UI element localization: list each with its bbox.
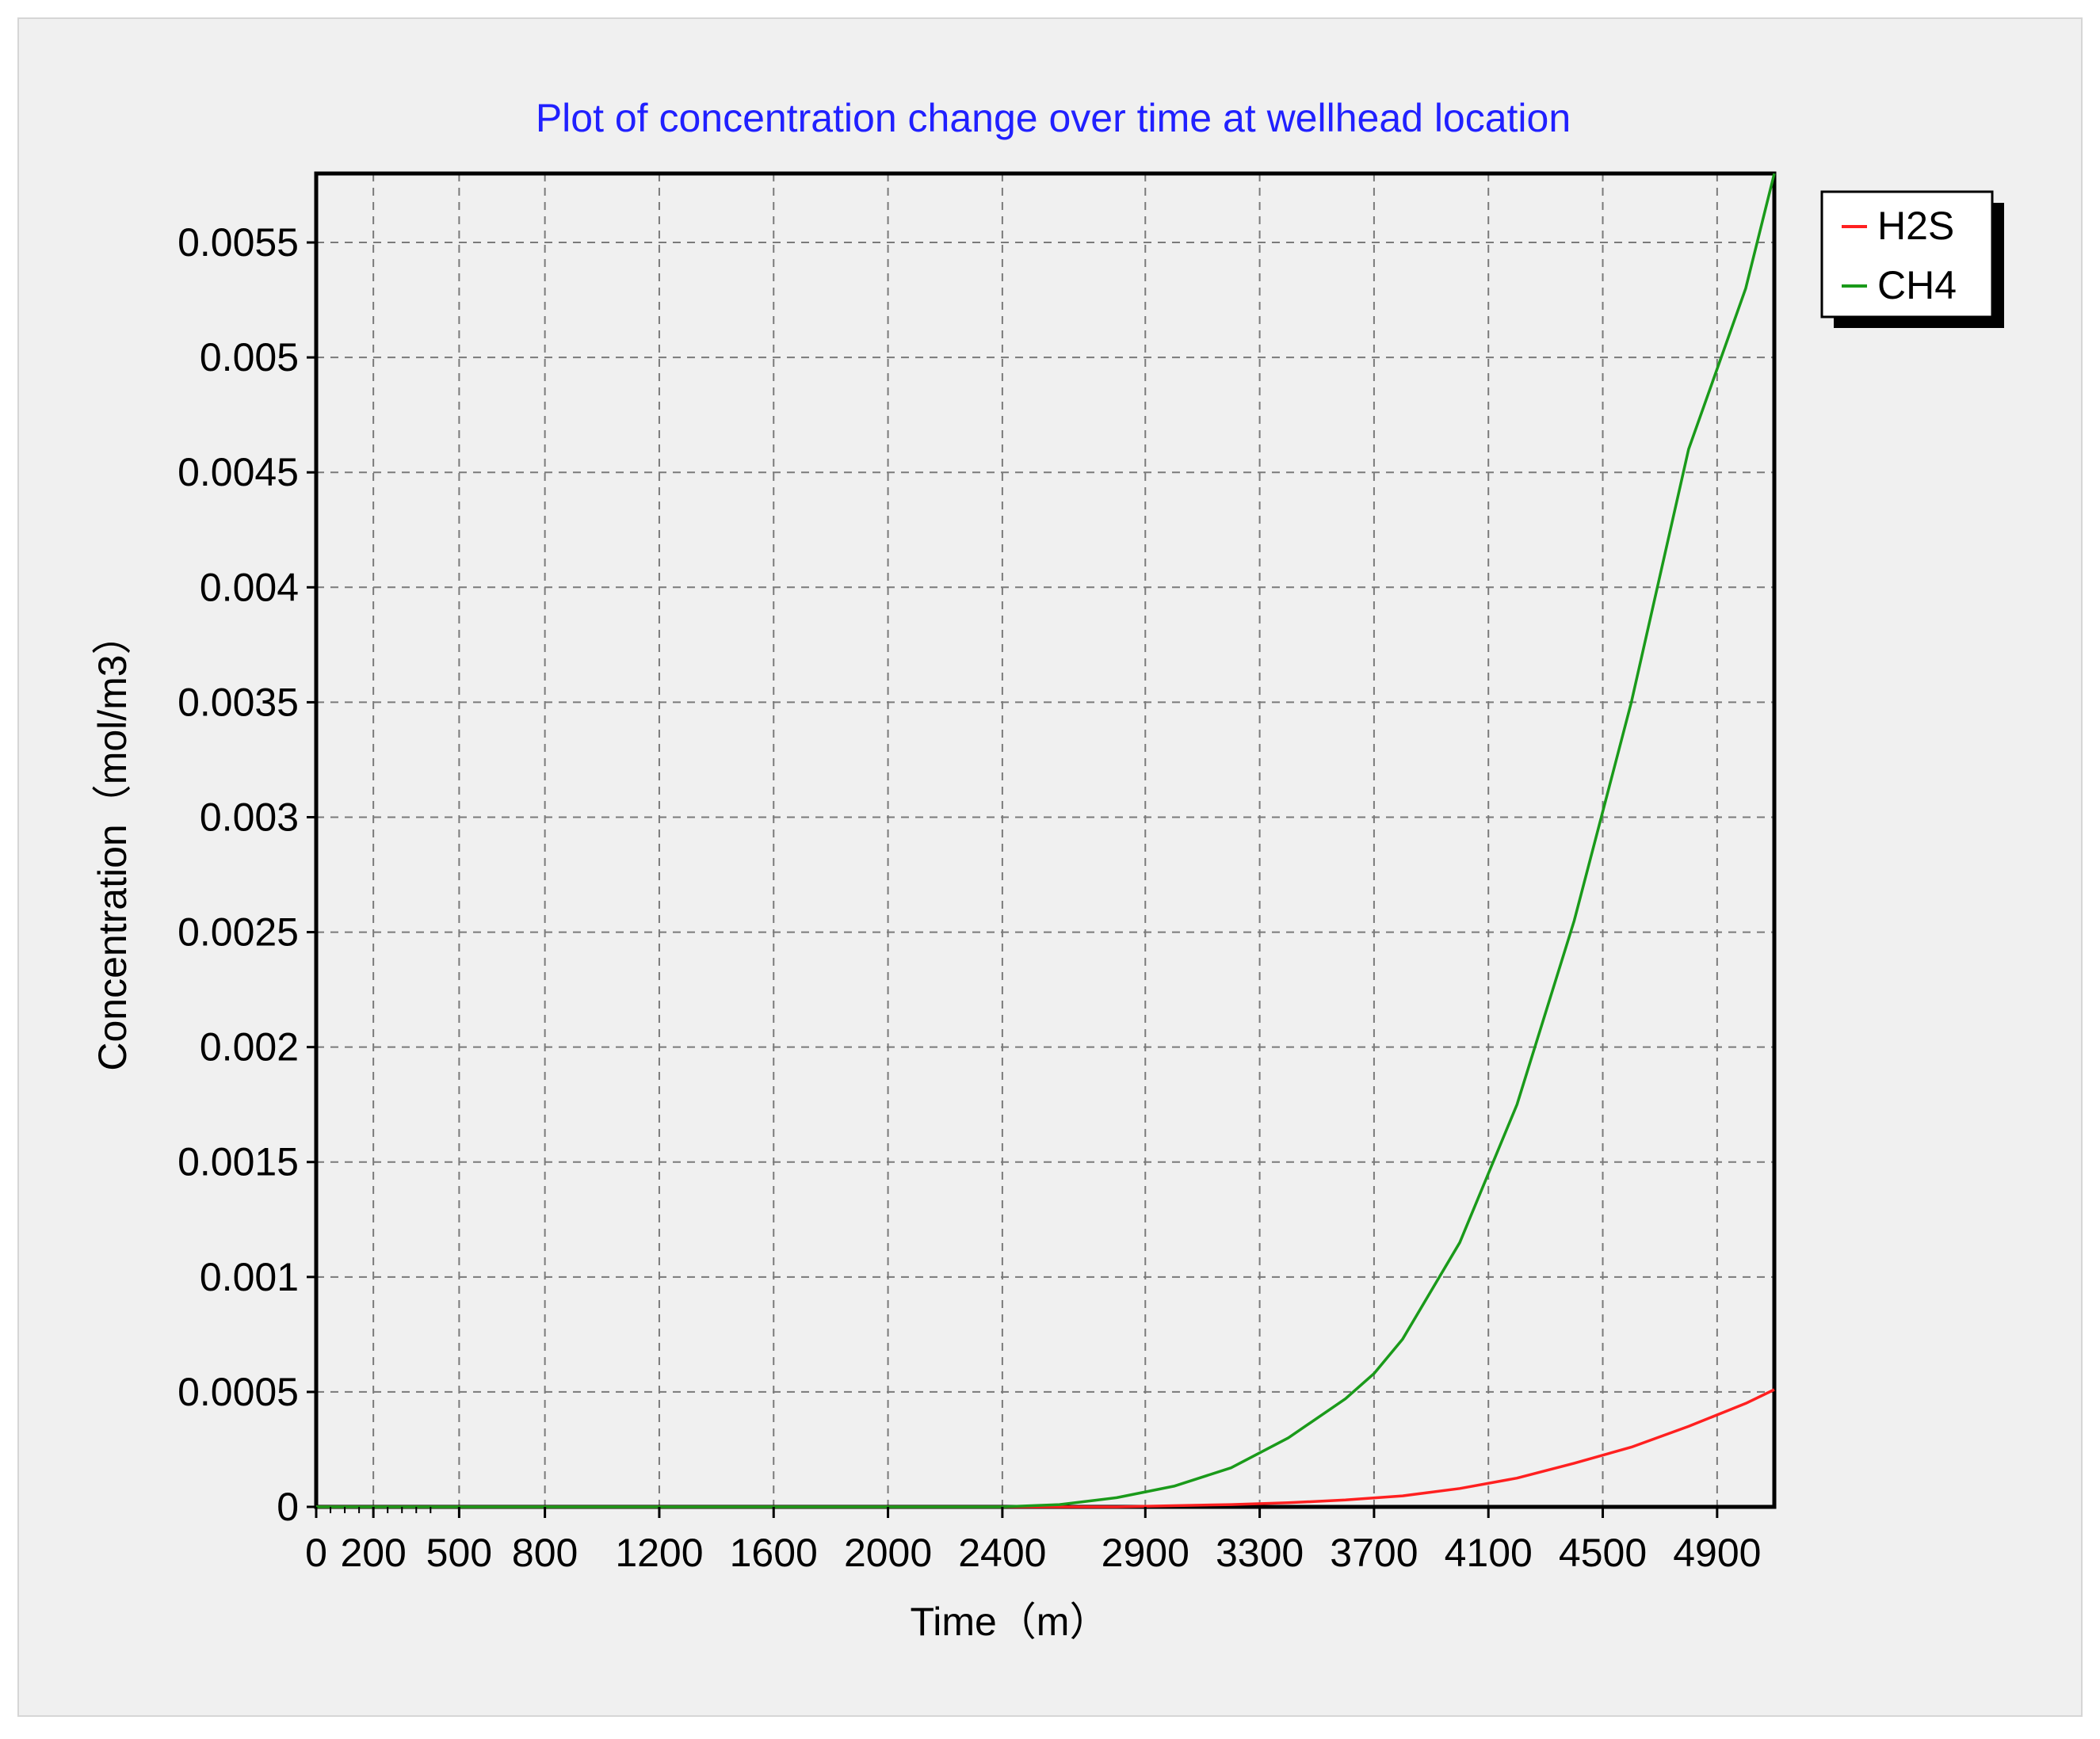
x-tick-label: 1600 [730, 1531, 818, 1575]
x-tick-label: 800 [512, 1531, 578, 1575]
x-tick-label: 1200 [615, 1531, 703, 1575]
x-tick-label: 2000 [844, 1531, 932, 1575]
y-tick-label: 0.0005 [178, 1370, 299, 1414]
chart-title: Plot of concentration change over time a… [536, 96, 1571, 140]
y-tick-label: 0.0045 [178, 450, 299, 494]
x-axis: 0 200 500 800 1200 1600 2000 2400 2900 3300 3700 41… [305, 1507, 1761, 1575]
x-axis-label: Time（m） [911, 1600, 1109, 1644]
legend-label-ch4: CH4 [1877, 263, 1957, 307]
chart-frame: Plot of concentration change over time a… [17, 17, 2083, 1717]
y-axis: 0 0.0005 0.001 0.0015 0.002 0.0025 0.003 0.0035… [178, 220, 316, 1529]
chart-canvas: Plot of concentration change over time a… [90, 96, 2004, 1644]
x-tick-label: 2900 [1102, 1531, 1189, 1575]
y-tick-label: 0.004 [200, 565, 299, 609]
y-axis-label: Concentration（mol/m3） [90, 615, 135, 1070]
x-tick-label: 4500 [1559, 1531, 1647, 1575]
x-tick-label: 4100 [1445, 1531, 1533, 1575]
grid [316, 174, 1774, 1507]
x-tick-label: 500 [426, 1531, 492, 1575]
y-tick-label: 0.0035 [178, 680, 299, 724]
y-tick-label: 0.005 [200, 335, 299, 379]
x-tick-label: 3700 [1330, 1531, 1418, 1575]
y-tick-label: 0.0055 [178, 220, 299, 265]
y-tick-label: 0.0025 [178, 910, 299, 955]
x-tick-label: 0 [305, 1531, 327, 1575]
x-tick-label: 4900 [1673, 1531, 1761, 1575]
x-tick-label: 3300 [1216, 1531, 1304, 1575]
y-tick-label: 0.0015 [178, 1140, 299, 1184]
y-tick-label: 0.001 [200, 1255, 299, 1299]
y-tick-label: 0.002 [200, 1025, 299, 1070]
y-tick-label: 0 [277, 1485, 299, 1529]
legend-label-h2s: H2S [1877, 204, 1954, 248]
series-line-h2s [316, 1388, 1775, 1508]
x-tick-label: 200 [340, 1531, 406, 1575]
x-tick-label: 2400 [958, 1531, 1046, 1575]
y-tick-label: 0.003 [200, 795, 299, 839]
series-layer [316, 173, 1776, 1508]
series-line-ch4 [316, 173, 1776, 1508]
plot-area [314, 171, 1777, 1509]
